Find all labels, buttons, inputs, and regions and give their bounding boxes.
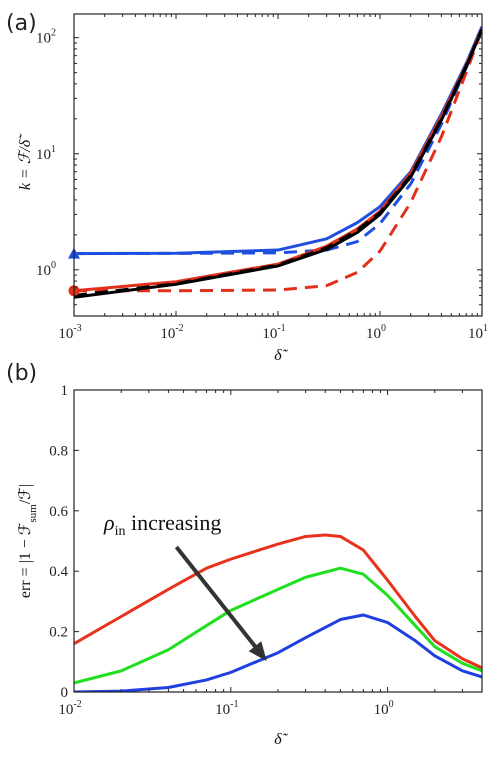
y-tick-label: 0.4 — [49, 564, 68, 580]
panel-b-series — [74, 533, 482, 692]
panel-b-ylabel: err = |1 − ℱsum/ℱ| — [17, 484, 39, 598]
y-tick-label: 101 — [36, 144, 56, 163]
x-tick-label: 10-2 — [160, 323, 183, 342]
series-line-b-2 — [74, 613, 482, 692]
panel-a: (a) 10-3 10-2 10-1 100 101 100 101 102 δ̃ k = ℱ… — [6, 11, 488, 364]
panel-a-xlabel: δ̃ — [274, 347, 288, 364]
x-tick-label: 10-1 — [262, 323, 285, 342]
series-line-b-0 — [74, 533, 482, 670]
panel-b-axes: 10-2 10-1 100 0 0.2 0.4 0.6 0.8 1 — [49, 383, 482, 718]
x-tick-label: 10-3 — [58, 323, 81, 342]
y-tick-label: 1 — [61, 383, 69, 399]
panel-a-series — [68, 25, 482, 299]
panel-a-label: (a) — [6, 11, 37, 36]
y-tick-label: 0.2 — [49, 625, 68, 641]
x-tick-label: 101 — [468, 323, 488, 342]
series-line-b-1 — [74, 566, 482, 685]
panel-b-annotation: ρin increasing — [103, 510, 267, 662]
y-tick-label: 0 — [61, 685, 69, 701]
annotation-arrow — [174, 545, 267, 661]
series-line-a-5 — [74, 28, 482, 299]
x-tick-label: 100 — [374, 699, 394, 718]
y-tick-label: 100 — [36, 260, 56, 279]
panel-a-ylabel: k = ℱ/δ̃ — [17, 133, 34, 190]
y-tick-label: 0.8 — [49, 443, 68, 459]
x-tick-label: 100 — [366, 323, 386, 342]
panel-b-xlabel: δ̃ — [274, 731, 288, 748]
annotation-text: ρin increasing — [103, 510, 221, 539]
series-line-a-0 — [74, 25, 482, 256]
panel-b: (b) 10-2 10-1 100 0 0.2 0.4 0.6 0.8 1 δ̃ err = |… — [6, 361, 483, 748]
series-line-a-3 — [74, 28, 482, 293]
arrow-head-icon — [248, 641, 267, 662]
x-tick-label: 10-2 — [58, 699, 81, 718]
y-tick-label: 0.6 — [49, 504, 68, 520]
panel-b-label: (b) — [6, 361, 37, 386]
y-tick-label: 102 — [36, 28, 56, 47]
series-line-a-1 — [74, 27, 482, 256]
x-tick-label: 10-1 — [215, 699, 238, 718]
